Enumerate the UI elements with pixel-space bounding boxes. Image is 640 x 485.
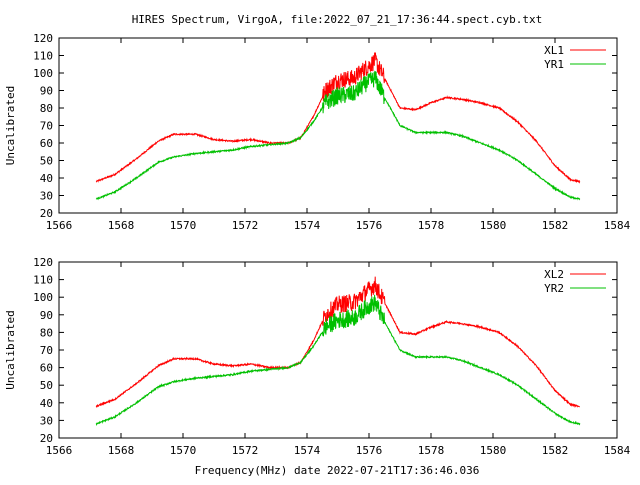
footer-label: Frequency(MHz) date 2022-07-21T17:36:46.…: [195, 464, 480, 477]
upper-plot-panel: 1566 1568 1570 1572 1574 1576 1578 1580 1582 1584…: [4, 32, 631, 232]
y-tick-label: 80: [40, 102, 53, 115]
y-tick-label: 110: [33, 274, 53, 287]
x-tick-label: 1574: [294, 219, 321, 232]
x-tick-label: 1580: [480, 219, 507, 232]
y-axis-label: Uncalibrated: [4, 310, 17, 389]
x-tick-label: 1572: [232, 444, 259, 457]
lower-plot-panel: 1566 1568 1570 1572 1574 1576 1578 1580 1582 1584…: [4, 256, 631, 457]
y-tick-label: 70: [40, 344, 53, 357]
y-tick-label: 60: [40, 362, 53, 375]
y-tick-label: 100: [33, 291, 53, 304]
x-tick-label: 1570: [170, 444, 197, 457]
x-tick-label: 1566: [46, 219, 73, 232]
y-tick-label: 80: [40, 326, 53, 339]
x-tick-label: 1584: [604, 444, 631, 457]
y-axis-label: Uncalibrated: [4, 86, 17, 165]
series-line-yr1: [95, 70, 581, 201]
y-tick-label: 70: [40, 120, 53, 133]
y-tick-label: 90: [40, 85, 53, 98]
x-tick-label: 1582: [542, 444, 569, 457]
plot-frame: [58, 261, 618, 439]
y-tick-label: 20: [40, 432, 53, 445]
y-tick-label: 50: [40, 379, 53, 392]
plot-frame: [58, 37, 618, 214]
y-tick-label: 100: [33, 67, 53, 80]
y-tick-label: 40: [40, 397, 53, 410]
y-tick-label: 120: [33, 32, 53, 45]
y-tick-label: 40: [40, 172, 53, 185]
series-line-xl1: [95, 52, 581, 184]
y-tick-label: 60: [40, 137, 53, 150]
x-tick-label: 1576: [356, 444, 383, 457]
y-tick-label: 90: [40, 309, 53, 322]
x-tick-label: 1582: [542, 219, 569, 232]
x-tick-label: 1578: [418, 219, 445, 232]
x-tick-label: 1578: [418, 444, 445, 457]
legend-label-yr2: YR2: [544, 282, 564, 295]
x-tick-label: 1580: [480, 444, 507, 457]
y-tick-label: 50: [40, 155, 53, 168]
x-tick-label: 1568: [108, 219, 135, 232]
legend-label-yr1: YR1: [544, 58, 564, 71]
x-tick-label: 1570: [170, 219, 197, 232]
y-tick-label: 110: [33, 50, 53, 63]
x-tick-label: 1568: [108, 444, 135, 457]
legend-label-xl2: XL2: [544, 268, 564, 281]
legend-label-xl1: XL1: [544, 44, 564, 57]
y-tick-label: 30: [40, 190, 53, 203]
y-tick-label: 30: [40, 414, 53, 427]
series-line-xl2: [95, 276, 580, 408]
x-tick-label: 1576: [356, 219, 383, 232]
x-tick-label: 1572: [232, 219, 259, 232]
chart-title: HIRES Spectrum, VirgoA, file:2022_07_21_…: [132, 13, 543, 26]
x-tick-label: 1584: [604, 219, 631, 232]
x-tick-label: 1566: [46, 444, 73, 457]
x-tick-label: 1574: [294, 444, 321, 457]
y-tick-label: 20: [40, 207, 53, 220]
y-tick-label: 120: [33, 256, 53, 269]
series-line-yr2: [95, 294, 581, 427]
